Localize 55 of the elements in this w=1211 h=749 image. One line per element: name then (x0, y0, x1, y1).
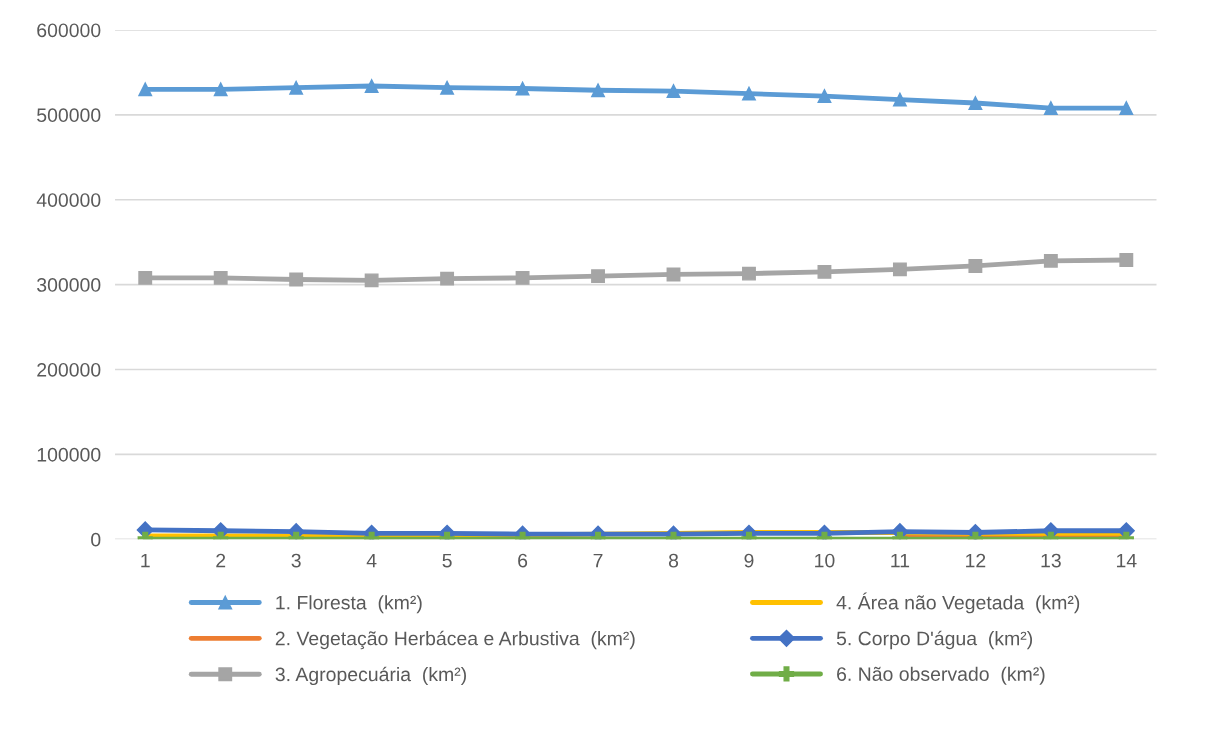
point (364, 79, 379, 93)
point (892, 92, 907, 107)
point (515, 270, 530, 285)
point (591, 83, 605, 98)
point (138, 82, 153, 97)
point (213, 82, 228, 97)
point (213, 270, 228, 285)
legend-label: 3. Agropecuária (km²) (275, 666, 466, 686)
point (1119, 101, 1134, 116)
y-tick-label: 600000 (37, 23, 101, 38)
legend-label: 2. Vegetação Herbácea e Arbustiva (km²) (275, 630, 635, 650)
point (515, 81, 530, 96)
point (440, 271, 455, 286)
point (289, 272, 304, 287)
point (1043, 101, 1058, 116)
x-tick-label: 10 (815, 553, 835, 568)
x-tick-label: 9 (744, 553, 754, 568)
x-tick-label: 1 (141, 553, 150, 568)
x-tick-label: 8 (668, 553, 679, 568)
point (1043, 253, 1058, 268)
point (968, 258, 983, 273)
point (817, 264, 832, 279)
legend-label: 4. Área não Vegetada (km²) (836, 592, 1080, 614)
point (666, 84, 681, 99)
x-tick-label: 14 (1116, 553, 1137, 568)
y-tick-label: 300000 (37, 278, 101, 292)
legend-label: 1. Floresta (km²) (276, 595, 422, 614)
point (742, 86, 756, 101)
x-tick-label: 2 (216, 553, 226, 568)
y-tick-label: 200000 (37, 362, 101, 377)
x-tick-label: 6 (518, 553, 528, 568)
x-tick-label: 7 (593, 553, 603, 568)
x-tick-label: 12 (966, 553, 986, 568)
y-tick-label: 500000 (37, 108, 101, 123)
point (742, 266, 756, 281)
point (440, 80, 455, 95)
point (892, 262, 907, 277)
point (138, 270, 153, 285)
point (591, 269, 605, 284)
point (1119, 253, 1134, 267)
legend-label: 5. Corpo D'água (km²) (836, 630, 1033, 650)
y-tick-label: 100000 (37, 447, 101, 462)
point (817, 89, 832, 104)
point (666, 267, 681, 282)
point (289, 80, 304, 95)
x-tick-label: 11 (891, 553, 910, 568)
point (364, 273, 379, 288)
legend-label: 6. Não observado (km²) (837, 666, 1045, 685)
y-tick-label: 400000 (36, 193, 101, 207)
x-tick-label: 3 (291, 553, 301, 568)
point (968, 96, 983, 110)
x-tick-label: 13 (1041, 553, 1061, 568)
x-tick-label: 5 (442, 553, 452, 568)
x-tick-label: 4 (366, 553, 377, 568)
y-tick-label: 0 (91, 532, 101, 547)
